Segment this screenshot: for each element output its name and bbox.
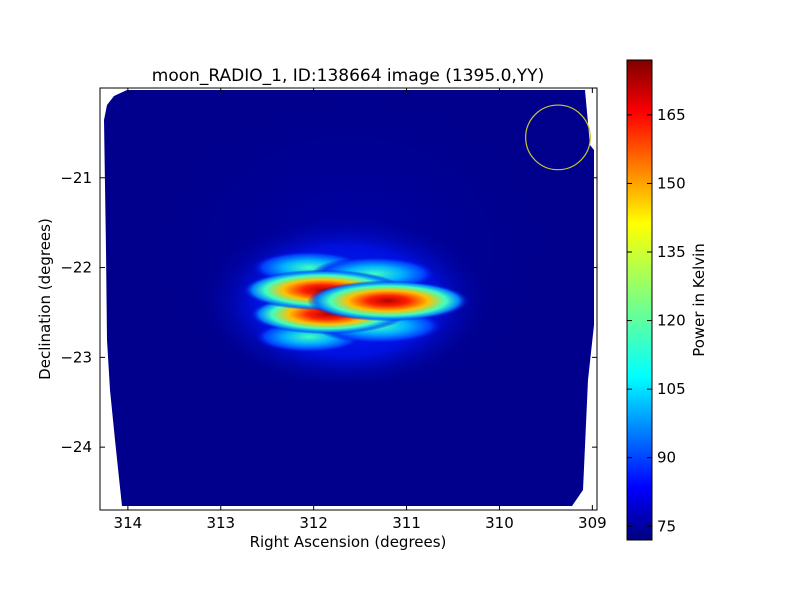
source-layer	[195, 211, 496, 392]
y-axis-label: Declination (degrees)	[36, 218, 54, 380]
y-tick-label: −21	[60, 169, 92, 187]
source-blob	[307, 280, 469, 322]
colorbar-tick-label: 90	[657, 449, 676, 467]
x-tick-label: 312	[299, 514, 328, 532]
colorbar-gradient	[626, 59, 653, 541]
colorbar-ticks: 75 90 105 120 135 150 165	[627, 106, 686, 535]
colorbar-tick-label: 150	[657, 174, 686, 192]
axes-frame	[99, 87, 598, 511]
y-axis-ticks: −21 −22 −23 −24	[60, 169, 597, 456]
plot-area: 314 313 312 311 310 309 −21 −22 −23 −24	[60, 87, 607, 532]
heatmap-image	[104, 90, 594, 506]
chart-title: moon_RADIO_1, ID:138664 image (1395.0,YY…	[152, 66, 544, 86]
x-tick-label: 314	[114, 514, 143, 532]
x-axis-label: Right Ascension (degrees)	[250, 533, 447, 551]
y-tick-label: −24	[60, 438, 92, 456]
x-tick-label: 310	[485, 514, 514, 532]
colorbar-label: Power in Kelvin	[690, 243, 708, 357]
colorbar-tick-label: 75	[657, 517, 676, 535]
colorbar-tick-label: 105	[657, 380, 686, 398]
x-tick-label: 311	[392, 514, 421, 532]
colorbar-tick-label: 120	[657, 312, 686, 330]
y-tick-label: −23	[60, 348, 92, 366]
colorbar-tick-label: 135	[657, 243, 686, 261]
y-tick-label: −22	[60, 259, 92, 277]
colorbar-tick-label: 165	[657, 106, 686, 124]
x-tick-label: 309	[578, 514, 607, 532]
beam-circle	[525, 104, 591, 171]
x-tick-label: 313	[206, 514, 235, 532]
colorbar: 75 90 105 120 135 150 165 Power in Kelvin	[626, 59, 708, 541]
x-axis-ticks: 314 313 312 311 310 309	[114, 88, 607, 532]
